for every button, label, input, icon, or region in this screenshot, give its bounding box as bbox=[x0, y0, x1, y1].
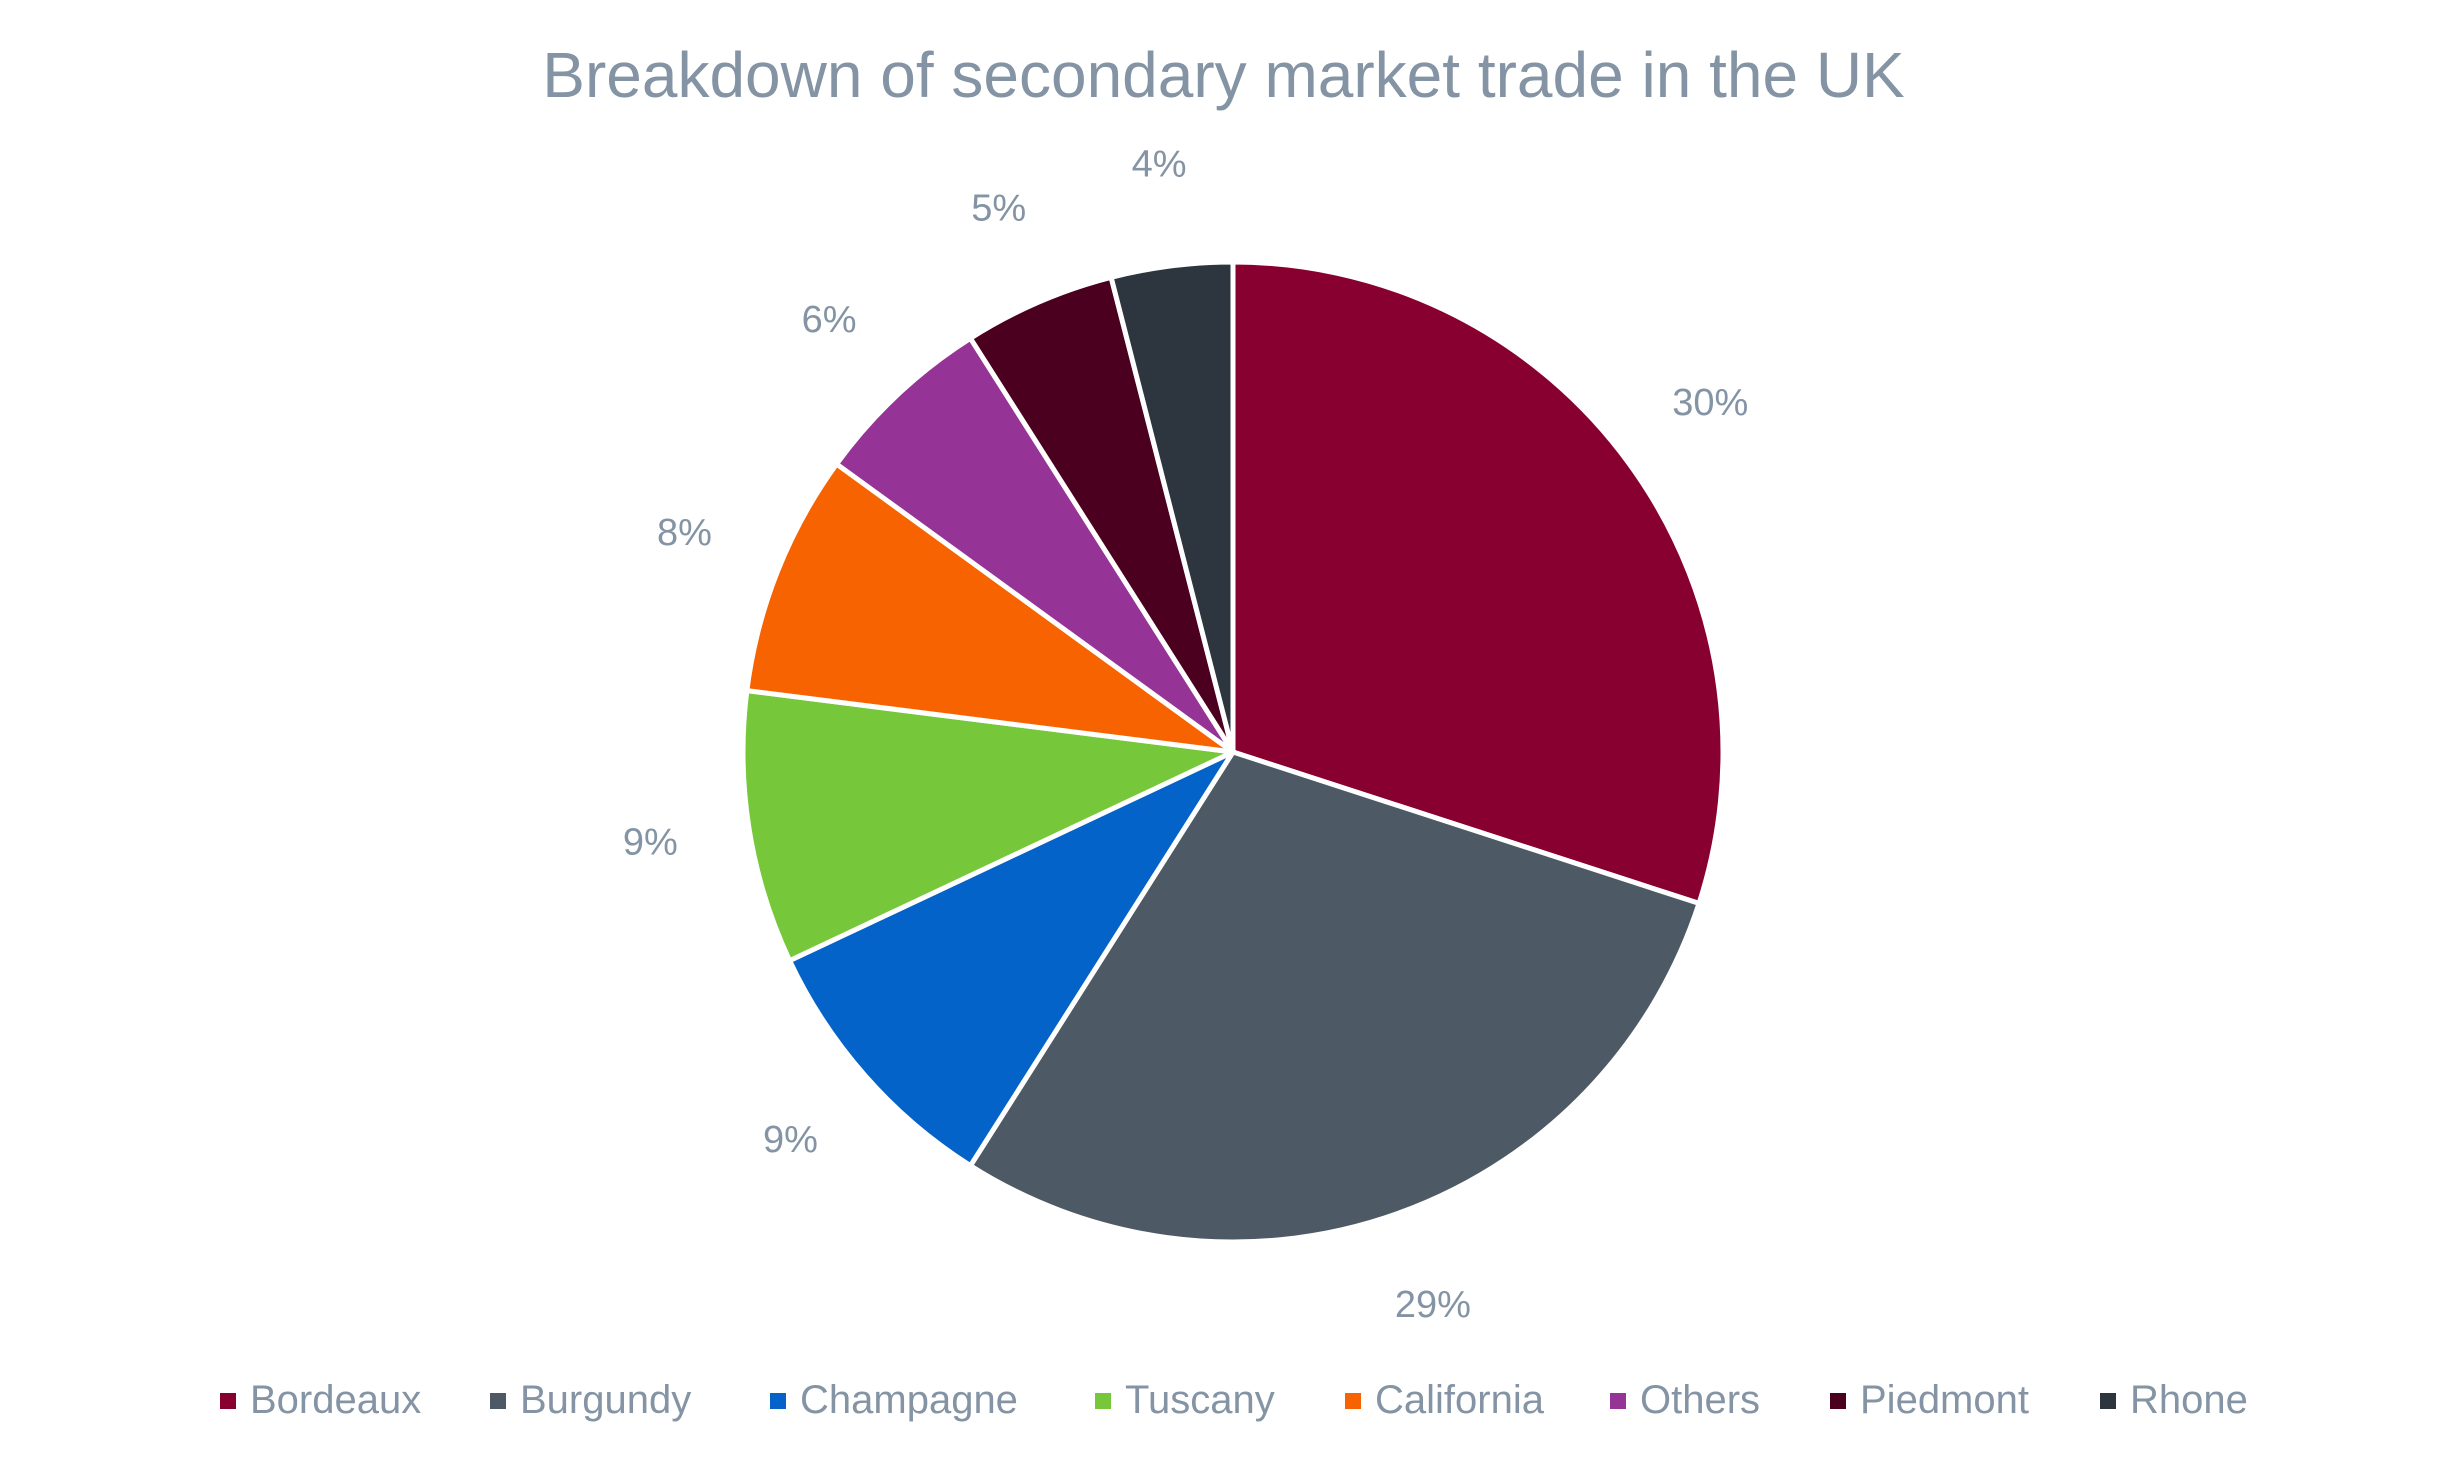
legend-swatch bbox=[1610, 1392, 1626, 1409]
data-label-bordeaux: 30% bbox=[1672, 382, 1748, 424]
data-label-california: 8% bbox=[657, 512, 712, 554]
pie-slice-bordeaux bbox=[1230, 259, 1726, 906]
legend-label: Tuscany bbox=[1125, 1378, 1275, 1422]
chart-title: Breakdown of secondary market trade in t… bbox=[542, 39, 1905, 111]
pie-slice-tuscany bbox=[740, 688, 1236, 964]
pie-slice-champagne bbox=[787, 749, 1236, 1169]
data-label-tuscany: 9% bbox=[623, 821, 678, 863]
legend-label: Others bbox=[1640, 1378, 1761, 1422]
legend-label: Burgundy bbox=[520, 1378, 692, 1422]
legend-item-california: California bbox=[1345, 1378, 1544, 1423]
pie-slice-burgundy bbox=[967, 749, 1702, 1245]
legend-swatch bbox=[220, 1392, 236, 1409]
pie-slice-piedmont bbox=[967, 274, 1236, 755]
data-label-rhone: 4% bbox=[1132, 144, 1187, 186]
legend-item-others: Others bbox=[1610, 1378, 1760, 1423]
legend-item-bordeaux: Bordeaux bbox=[220, 1378, 421, 1423]
legend-label: Bordeaux bbox=[250, 1378, 422, 1422]
legend-swatch bbox=[1095, 1392, 1111, 1409]
legend-label: California bbox=[1375, 1378, 1544, 1422]
data-label-champagne: 9% bbox=[763, 1119, 818, 1161]
legend-item-burgundy: Burgundy bbox=[490, 1378, 691, 1423]
legend-swatch bbox=[1345, 1392, 1361, 1409]
legend-label: Piedmont bbox=[1860, 1378, 2029, 1422]
legend-label: Champagne bbox=[800, 1378, 1018, 1422]
legend-label: Rhone bbox=[2130, 1378, 2248, 1422]
legend-item-champagne: Champagne bbox=[770, 1378, 1018, 1423]
legend-swatch bbox=[770, 1392, 786, 1409]
legend-swatch bbox=[490, 1392, 506, 1409]
data-label-piedmont: 5% bbox=[971, 188, 1026, 230]
legend-swatch bbox=[2100, 1392, 2116, 1409]
data-label-others: 6% bbox=[802, 299, 857, 341]
legend-swatch bbox=[1830, 1392, 1846, 1409]
pie-slice-others bbox=[834, 335, 1236, 755]
chart-legend: Bordeaux Burgundy Champagne Tuscany Californ… bbox=[0, 1378, 2447, 1438]
legend-item-rhone: Rhone bbox=[2100, 1378, 2248, 1423]
pie-slice-california bbox=[744, 461, 1236, 755]
pie-slice-rhone bbox=[1108, 259, 1236, 755]
data-label-burgundy: 29% bbox=[1395, 1284, 1471, 1326]
legend-item-piedmont: Piedmont bbox=[1830, 1378, 2029, 1423]
legend-item-tuscany: Tuscany bbox=[1095, 1378, 1275, 1423]
